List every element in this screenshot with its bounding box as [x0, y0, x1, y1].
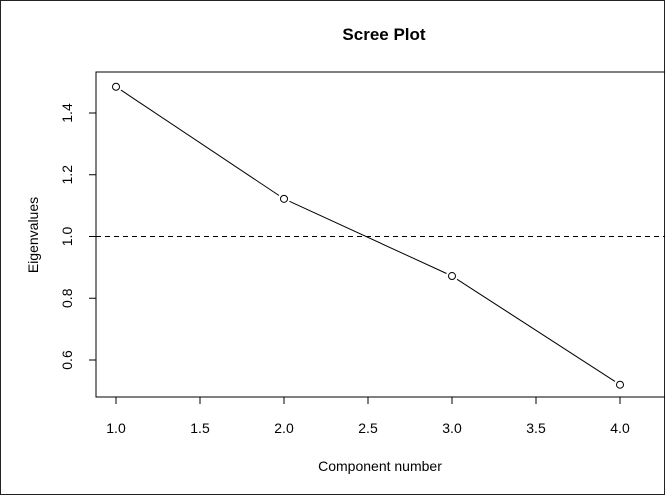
y-tick-label: 0.6	[59, 350, 75, 370]
y-tick-label: 1.0	[59, 227, 75, 247]
x-tick-label: 1.0	[106, 420, 126, 436]
x-tick-label: 1.5	[190, 420, 210, 436]
data-point	[616, 380, 624, 389]
y-tick-label: 1.4	[59, 103, 75, 123]
y-axis-label: Eigenvalues	[25, 197, 41, 273]
x-tick-label: 2.5	[358, 420, 378, 436]
y-tick-label: 1.2	[59, 165, 75, 185]
data-point	[280, 194, 288, 203]
chart-title: Scree Plot	[342, 25, 425, 44]
x-axis-label: Component number	[318, 458, 442, 474]
plot-area-border	[95, 71, 665, 398]
series-line-segment	[456, 278, 616, 382]
x-tick-label: 3.0	[442, 420, 462, 436]
data-point	[112, 82, 120, 91]
x-tick-label: 2.0	[274, 420, 294, 436]
series-line-segment	[289, 200, 447, 274]
data-point	[448, 272, 456, 281]
x-tick-label: 3.5	[526, 420, 546, 436]
x-tick-label: 4.0	[610, 420, 630, 436]
series-line-segment	[120, 89, 280, 196]
y-tick-label: 0.8	[59, 288, 75, 308]
